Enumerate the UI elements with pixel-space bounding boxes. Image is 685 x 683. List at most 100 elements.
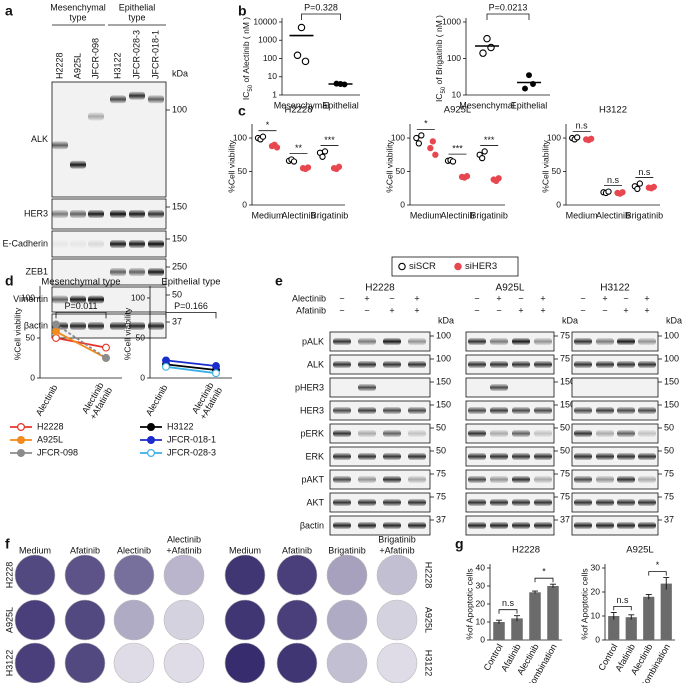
band (383, 338, 401, 345)
column-label: +Afatinib (166, 545, 201, 555)
panel-letter: g (455, 536, 464, 552)
lane-label: H2228 (54, 52, 64, 79)
band (574, 430, 592, 437)
band (638, 430, 656, 437)
x-tick-label: Medium (566, 210, 598, 220)
y-axis-label: IC50 of Alectinib ( nM ) (241, 17, 253, 100)
block-title: A925L (496, 283, 525, 294)
marker-label: 250 (172, 261, 187, 271)
y-tick-label: 0 (30, 372, 35, 382)
blot-row (571, 515, 659, 536)
legend-marker (147, 423, 156, 432)
y-axis-label: %Cell viability (122, 307, 132, 360)
y-tick-label: 10 (268, 71, 278, 81)
well (224, 642, 266, 683)
y-axis-label: %of Apoptotic cells (464, 568, 474, 639)
sign: + (364, 293, 369, 303)
lane-label: JFCR-028-3 (131, 30, 141, 79)
sign: − (602, 305, 607, 315)
x-tick-label: Medium (251, 210, 283, 220)
y-tick-label: 50 (552, 166, 562, 176)
blot-row (465, 515, 555, 536)
blot-row (329, 469, 431, 490)
band (574, 453, 592, 460)
marker-label: 75 (560, 468, 570, 478)
band (596, 522, 614, 529)
band (358, 499, 376, 506)
y-tick-label: 50 (396, 166, 406, 176)
marker-label: 150 (664, 399, 679, 409)
band (468, 407, 486, 414)
sign: − (339, 305, 344, 315)
band (468, 430, 486, 437)
band (468, 338, 486, 345)
point (429, 138, 436, 145)
band (358, 522, 376, 529)
band (88, 322, 104, 330)
band (383, 407, 401, 414)
series-line (165, 359, 217, 367)
x-tick-label: Medium (410, 210, 442, 220)
error-bar (645, 593, 652, 600)
unit-label: kDa (438, 315, 454, 325)
blot-row (571, 331, 659, 352)
band (490, 499, 508, 506)
y-label-part: of Alectinib ( nM ) (241, 17, 251, 85)
well (163, 554, 205, 596)
row-label: A925L (4, 607, 14, 633)
y-tick-label: 100 (21, 292, 35, 302)
sign: + (389, 305, 394, 315)
x-tick-label: Brigatinib (311, 210, 349, 220)
well (113, 554, 155, 596)
y-tick-label: 10 (476, 616, 486, 626)
x-tick-label: Alectinib (144, 383, 170, 417)
blot-row (465, 423, 555, 444)
x-tick-label: Epithelial (322, 100, 359, 110)
bar (529, 592, 541, 640)
band (617, 499, 635, 506)
band (70, 240, 86, 248)
band (490, 361, 508, 368)
panel-letter: b (238, 3, 247, 19)
band (333, 430, 351, 437)
x-tick-label: Alectinib (34, 383, 60, 417)
y-tick-label: 20 (476, 598, 486, 608)
y-tick-label: 1000 (442, 16, 461, 26)
row-label: βactin (300, 520, 324, 530)
row-label: ALK (31, 134, 48, 144)
well (376, 642, 418, 683)
blot-row (51, 258, 167, 286)
row-label: H3122 (424, 650, 434, 677)
band (383, 430, 401, 437)
legend-label: JFCR-098 (37, 447, 78, 457)
x-tick-label: Alectinib (596, 210, 630, 220)
x-tick-label: Alectinib (440, 210, 474, 220)
point (418, 132, 425, 139)
y-label-part: of Brigatinib ( nM ) (434, 15, 444, 87)
marker-label: 75 (560, 491, 570, 501)
band (52, 210, 68, 218)
legend-label: H3122 (167, 421, 194, 431)
point (588, 135, 595, 142)
chart-title: Epithelial type (161, 277, 220, 288)
band (490, 338, 508, 345)
y-tick-label: 30 (476, 580, 486, 590)
band (638, 499, 656, 506)
marker-label: 75 (436, 491, 446, 501)
row-label: pHER3 (295, 382, 324, 392)
treatment-label: Alectinib (292, 293, 326, 303)
x-tick-label: Epithelial (511, 100, 548, 110)
marker-label: 50 (664, 445, 674, 455)
sign: + (623, 305, 628, 315)
x-tick-label: Alectinib+Afatinib (190, 381, 225, 422)
band (468, 453, 486, 460)
legend-label: JFCR-018-1 (167, 434, 216, 444)
block-title: H2228 (365, 283, 395, 294)
sign: − (623, 293, 628, 303)
blot-row (571, 377, 659, 398)
point (449, 158, 457, 165)
marker-label: 100 (436, 330, 451, 340)
y-tick-label: 20 (591, 586, 601, 596)
y-tick-label: 0 (140, 372, 145, 382)
well (113, 642, 155, 683)
